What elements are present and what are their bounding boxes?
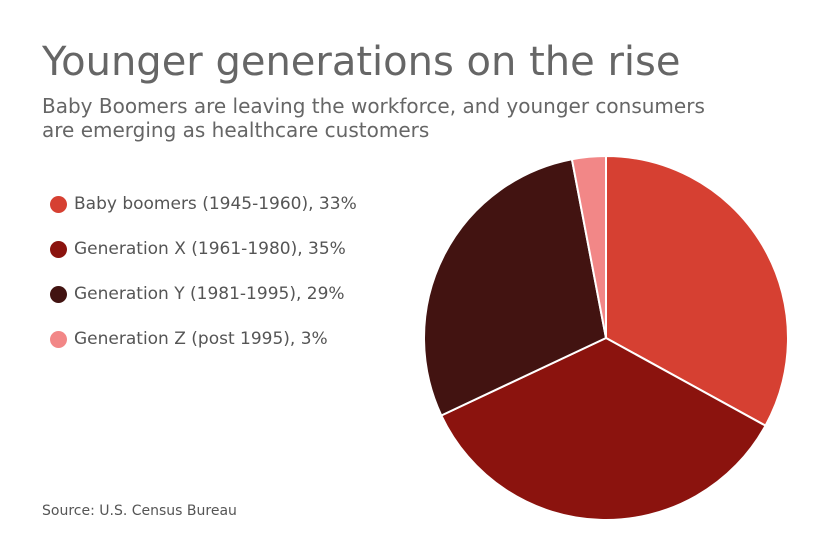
legend-label-generation-y: Generation Y (1981-1995), 29% [74, 284, 345, 304]
legend-item-generation-z: Generation Z (post 1995), 3% [50, 327, 357, 351]
legend-item-generation-y: Generation Y (1981-1995), 29% [50, 282, 357, 306]
legend-swatch-generation-x [50, 240, 67, 258]
legend-label-generation-x: Generation X (1961-1980), 35% [74, 239, 346, 259]
legend-swatch-generation-y [50, 285, 67, 303]
pie-slice-baby-boomers [605, 155, 789, 427]
legend-item-generation-x: Generation X (1961-1980), 35% [50, 237, 357, 261]
legend-swatch-baby-boomers [50, 195, 67, 213]
pie-slice-generation-y [423, 158, 607, 417]
legend: Baby boomers (1945-1960), 33% Generation… [50, 192, 357, 372]
source-note: Source: U.S. Census Bureau [42, 503, 237, 519]
pie-slice-generation-x [440, 337, 767, 521]
legend-swatch-generation-z [50, 330, 67, 348]
pie-slice-generation-z [570, 155, 607, 339]
chart-subtitle: Baby Boomers are leaving the workforce, … [42, 94, 705, 142]
legend-item-baby-boomers: Baby boomers (1945-1960), 33% [50, 192, 357, 216]
legend-label-generation-z: Generation Z (post 1995), 3% [74, 329, 328, 349]
chart-title: Younger generations on the rise [42, 39, 681, 85]
legend-label-baby-boomers: Baby boomers (1945-1960), 33% [74, 194, 357, 214]
